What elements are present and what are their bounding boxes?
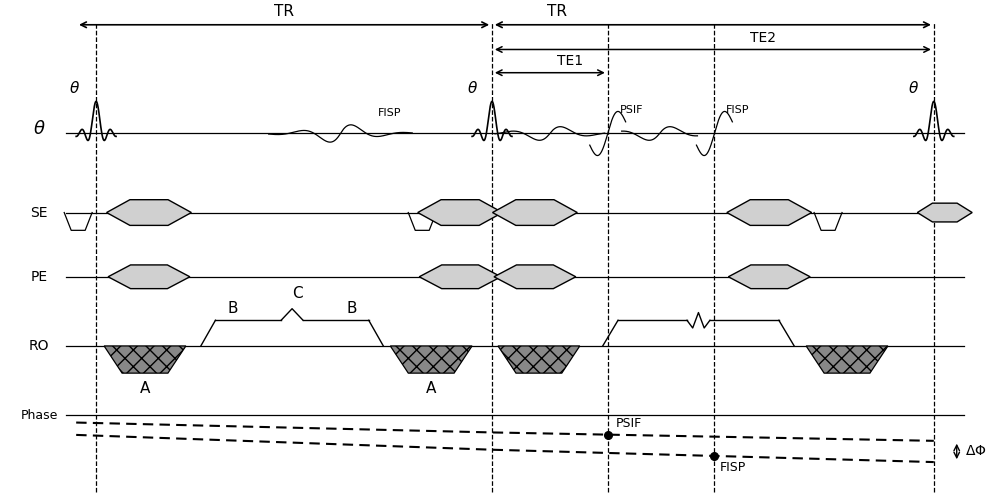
Text: PSIF: PSIF [620,105,643,115]
Text: PE: PE [31,270,48,284]
Polygon shape [108,265,190,289]
Polygon shape [390,346,472,373]
Polygon shape [498,346,580,373]
Text: FISP: FISP [378,108,402,118]
Polygon shape [107,200,191,225]
Text: PSIF: PSIF [616,416,642,430]
Text: TR: TR [274,4,294,19]
Polygon shape [494,265,576,289]
Text: $\theta$: $\theta$ [69,80,80,97]
Polygon shape [727,200,812,225]
Text: FISP: FISP [719,461,746,474]
Text: Phase: Phase [21,408,58,422]
Text: TE1: TE1 [557,54,583,68]
Text: B: B [227,301,238,316]
Text: SE: SE [31,206,48,219]
Text: $\theta$: $\theta$ [33,120,46,137]
Polygon shape [806,346,888,373]
Text: B: B [346,301,357,316]
Polygon shape [104,346,186,373]
Text: A: A [426,381,436,396]
Polygon shape [917,203,972,222]
Text: TE2: TE2 [750,31,776,45]
Polygon shape [728,265,810,289]
Text: $\theta$: $\theta$ [908,80,919,97]
Polygon shape [418,200,502,225]
Text: $\theta$: $\theta$ [467,80,478,97]
Polygon shape [493,200,577,225]
Text: C: C [292,287,302,301]
Text: RO: RO [29,339,50,353]
Text: TR: TR [547,4,567,19]
Text: FISP: FISP [726,105,750,115]
Text: $\Delta\Phi$: $\Delta\Phi$ [965,445,986,458]
Polygon shape [419,265,501,289]
Text: A: A [140,381,150,396]
